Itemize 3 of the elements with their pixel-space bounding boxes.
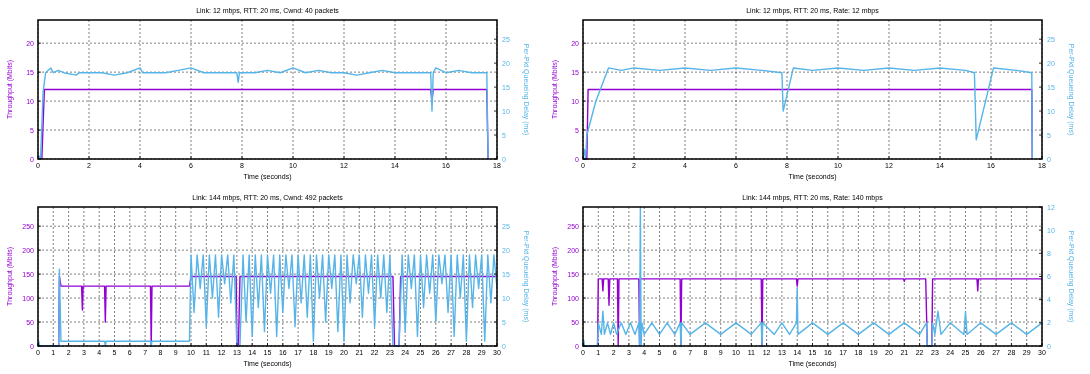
line-series: [582, 206, 1043, 347]
line-series: [37, 67, 489, 160]
line-series: [582, 67, 1034, 160]
